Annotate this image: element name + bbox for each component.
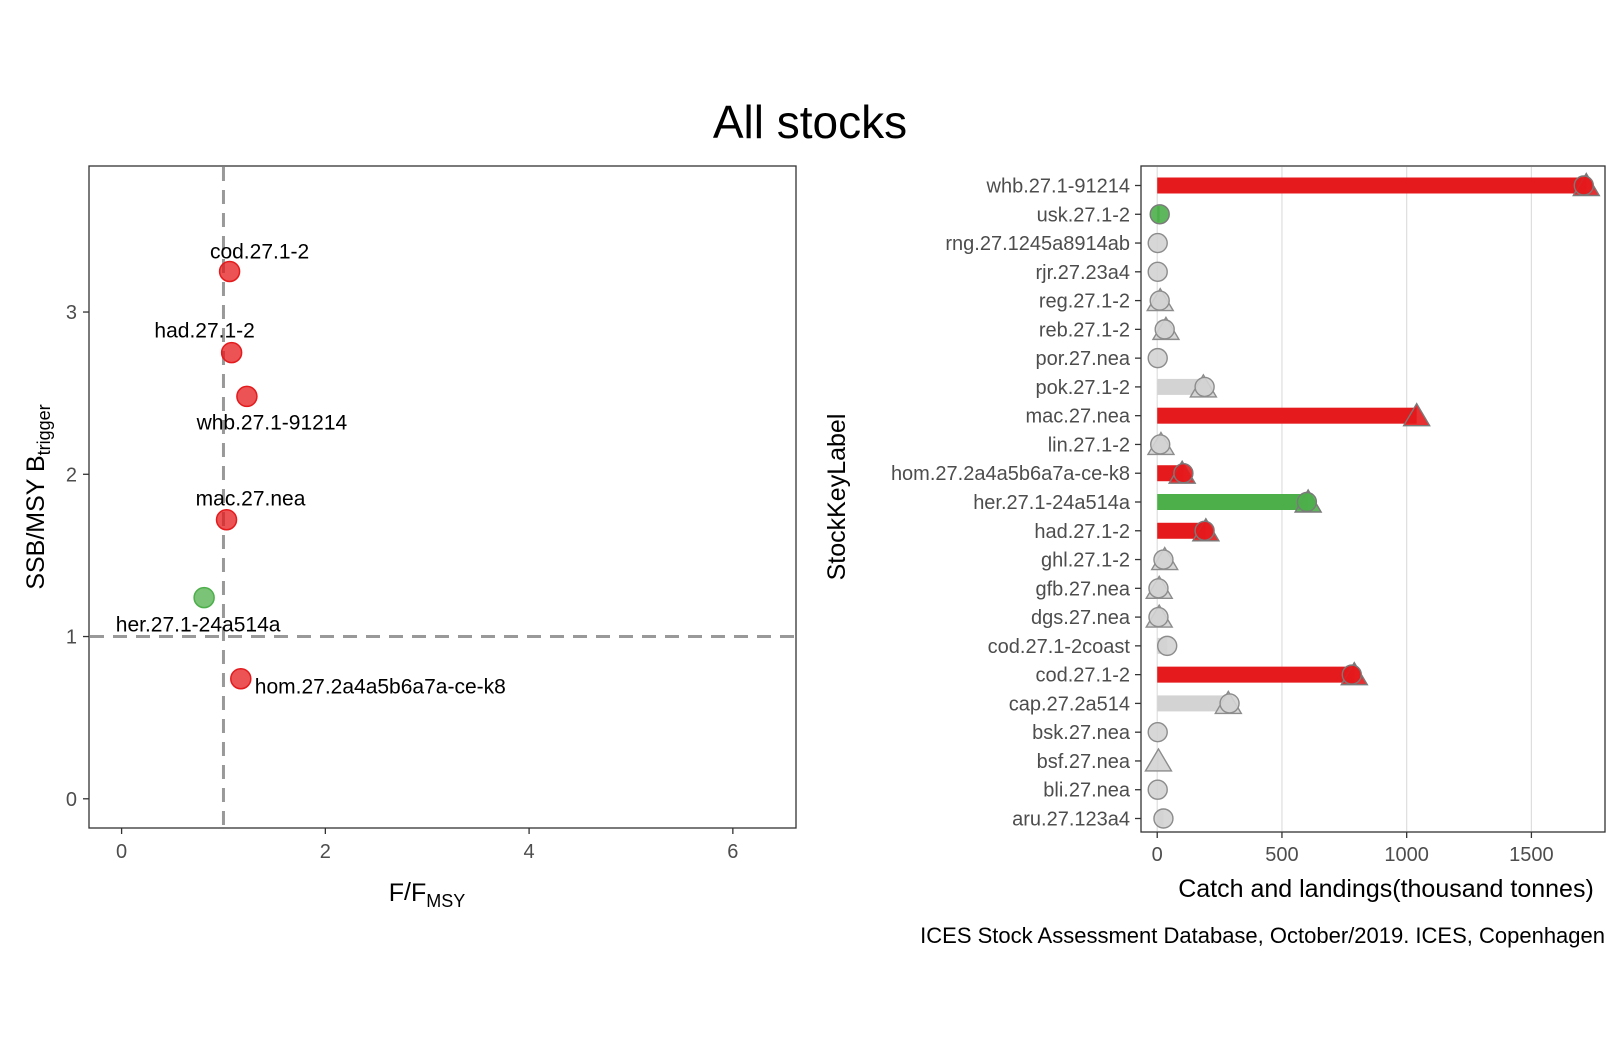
catch-marker bbox=[1147, 721, 1168, 743]
y-tick-label: pok.27.1-2 bbox=[1035, 377, 1130, 399]
catch-marker bbox=[1149, 290, 1170, 311]
bar-markers bbox=[1144, 172, 1601, 829]
bar bbox=[1157, 378, 1205, 395]
y-tick-label: reg.27.1-2 bbox=[1039, 291, 1130, 313]
scatter-point-label: mac.27.nea bbox=[196, 488, 306, 511]
x-tick-label: 0 bbox=[1152, 844, 1163, 866]
y-tick-label: 1 bbox=[66, 627, 77, 649]
catch-marker bbox=[1341, 664, 1362, 685]
catch-marker bbox=[1147, 347, 1168, 369]
x-tick-label: 2 bbox=[320, 841, 331, 863]
y-tick-label: bsk.27.nea bbox=[1032, 722, 1131, 744]
bar-x-ticks: 0 500 1000 1500 bbox=[1152, 832, 1554, 866]
y-tick-label: rng.27.1245a8914ab bbox=[945, 233, 1130, 255]
bar bbox=[1157, 494, 1309, 510]
scatter-point-label: whb.27.1-91214 bbox=[196, 411, 348, 434]
reference-lines bbox=[90, 167, 795, 827]
y-tick-label: had.27.1-2 bbox=[1034, 521, 1130, 543]
catch-marker bbox=[1154, 319, 1175, 340]
y-tick-label: cap.27.2a514 bbox=[1009, 693, 1130, 715]
catch-marker bbox=[1296, 491, 1318, 513]
scatter-y-axis-title: SSB/MSY Btrigger bbox=[22, 404, 54, 589]
scatter-point bbox=[218, 260, 241, 283]
x-tick-label: 1000 bbox=[1384, 844, 1429, 866]
catch-marker bbox=[1149, 204, 1170, 225]
x-tick-label: 1500 bbox=[1509, 844, 1554, 866]
catch-marker bbox=[1150, 434, 1171, 455]
y-tick-label: bsf.27.nea bbox=[1037, 751, 1131, 773]
bar bbox=[1157, 666, 1355, 683]
scatter-points bbox=[193, 260, 258, 690]
scatter-point bbox=[236, 385, 258, 408]
landings-marker bbox=[1144, 747, 1173, 772]
landings-marker bbox=[1402, 402, 1431, 427]
y-tick-label: 2 bbox=[66, 464, 77, 486]
catch-marker bbox=[1573, 175, 1594, 196]
bar-y-axis-title: StockKeyLabel bbox=[823, 414, 851, 581]
y-tick-label: hom.27.2a4a5b6a7a-ce-k8 bbox=[891, 463, 1130, 485]
scatter-point bbox=[230, 667, 252, 690]
y-tick-label: reb.27.1-2 bbox=[1039, 319, 1130, 341]
catch-marker bbox=[1219, 693, 1240, 714]
scatter-point-label: had.27.1-2 bbox=[154, 320, 254, 343]
scatter-point-labels: cod.27.1-2 had.27.1-2 whb.27.1-91214 mac.27… bbox=[116, 240, 506, 698]
catch-marker bbox=[1147, 232, 1168, 254]
x-tick-label: 0 bbox=[116, 841, 127, 863]
bar-panel: 0 500 1000 1500 whb.27.1-91214 usk.27.1-2 rng… bbox=[823, 165, 1606, 903]
y-tick-label: ghl.27.1-2 bbox=[1041, 550, 1130, 572]
catch-marker bbox=[1153, 808, 1174, 829]
scatter-x-axis-title: F/FMSY bbox=[389, 878, 466, 911]
scatter-point-label: her.27.1-24a514a bbox=[116, 614, 281, 637]
bar-y-ticks: whb.27.1-91214 usk.27.1-2 rng.27.1245a8914… bbox=[891, 176, 1141, 831]
y-tick-label: 0 bbox=[66, 789, 77, 811]
y-tick-label: lin.27.1-2 bbox=[1048, 434, 1130, 456]
y-tick-label: mac.27.nea bbox=[1025, 406, 1130, 428]
scatter-point-label: hom.27.2a4a5b6a7a-ce-k8 bbox=[255, 676, 506, 699]
scatter-point bbox=[193, 586, 215, 609]
main-title: All stocks bbox=[713, 96, 907, 148]
x-tick-label: 6 bbox=[727, 841, 738, 863]
y-tick-label: rjr.27.23a4 bbox=[1035, 262, 1130, 284]
y-tick-label: dgs.27.nea bbox=[1031, 607, 1131, 629]
y-tick-label: cod.27.1-2coast bbox=[988, 636, 1131, 658]
bar bbox=[1157, 407, 1417, 424]
catch-marker bbox=[1148, 578, 1169, 599]
bar bbox=[1157, 522, 1206, 539]
y-tick-label: whb.27.1-91214 bbox=[986, 176, 1130, 198]
y-tick-label: gfb.27.nea bbox=[1035, 578, 1130, 600]
x-tick-label: 4 bbox=[524, 841, 535, 863]
bar bbox=[1157, 177, 1587, 194]
catch-marker bbox=[1148, 606, 1169, 628]
catch-marker bbox=[1156, 635, 1178, 657]
bar-series bbox=[1157, 177, 1587, 827]
catch-marker bbox=[1194, 520, 1215, 541]
bar-x-axis-title: Catch and landings(thousand tonnes) bbox=[1178, 875, 1594, 903]
y-tick-label: 3 bbox=[66, 302, 77, 324]
bar bbox=[1157, 695, 1230, 712]
catch-marker bbox=[1153, 549, 1174, 570]
scatter-y-ticks: 0 1 2 3 bbox=[66, 302, 89, 811]
scatter-plot-area bbox=[88, 165, 797, 829]
x-tick-label: 500 bbox=[1265, 844, 1298, 866]
catch-marker bbox=[1173, 463, 1194, 484]
y-tick-label: her.27.1-24a514a bbox=[973, 492, 1131, 514]
catch-marker bbox=[1194, 376, 1215, 398]
y-tick-label: por.27.nea bbox=[1035, 348, 1130, 370]
y-tick-label: usk.27.1-2 bbox=[1037, 204, 1130, 226]
scatter-point bbox=[215, 508, 238, 531]
caption: ICES Stock Assessment Database, October/… bbox=[920, 923, 1605, 948]
y-tick-label: cod.27.1-2 bbox=[1035, 665, 1130, 687]
scatter-x-ticks: 0 2 4 6 bbox=[116, 828, 738, 863]
scatter-point bbox=[220, 341, 243, 364]
catch-marker bbox=[1147, 261, 1168, 283]
y-tick-label: bli.27.nea bbox=[1043, 780, 1131, 802]
scatter-panel: cod.27.1-2 had.27.1-2 whb.27.1-91214 mac.27… bbox=[22, 165, 797, 911]
y-tick-label: aru.27.123a4 bbox=[1012, 809, 1130, 831]
catch-marker bbox=[1147, 779, 1168, 800]
scatter-point-label: cod.27.1-2 bbox=[210, 240, 309, 263]
